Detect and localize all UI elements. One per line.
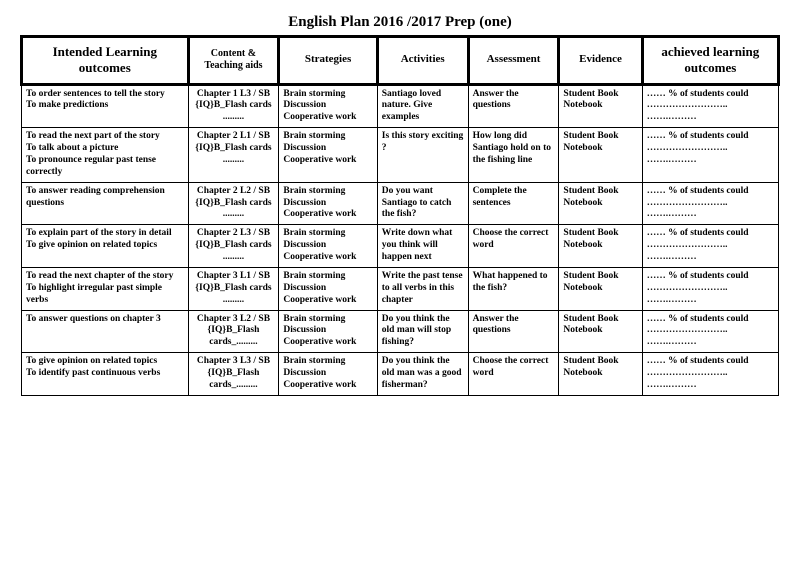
cell-strategies: Brain stormingDiscussionCooperative work [279,225,377,268]
cell-activities: Do you want Santiago to catch the fish? [377,182,468,225]
cell-evidence: Student BookNotebook [559,225,642,268]
header-assessment: Assessment [468,37,559,85]
cell-assessment: What happened to the fish? [468,267,559,310]
cell-activities: Santiago loved nature. Give examples [377,84,468,128]
cell-assessment: Choose the correct word [468,225,559,268]
table-row: To order sentences to tell the storyTo m… [22,84,779,128]
cell-content: Chapter 2 L2 / SB{IQ}B_Flash cards .....… [188,182,279,225]
cell-ilo: To answer reading comprehension question… [22,182,189,225]
cell-achieved: …… % of students could …………………….. …….……… [642,225,778,268]
cell-achieved: …… % of students could …………………….. …….……… [642,267,778,310]
cell-evidence: Student BookNotebook [559,310,642,353]
cell-achieved: …… % of students could …………………….. …….……… [642,128,778,183]
cell-content: Chapter 3 L2 / SB{IQ}B_Flash cards_.....… [188,310,279,353]
cell-ilo: To answer questions on chapter 3 [22,310,189,353]
cell-content: Chapter 3 L1 / SB{IQ}B_Flash cards .....… [188,267,279,310]
cell-evidence: Student BookNotebook [559,84,642,128]
header-activities: Activities [377,37,468,85]
table-row: To read the next chapter of the storyTo … [22,267,779,310]
page-title: English Plan 2016 /2017 Prep (one) [20,14,780,31]
cell-activities: Do you think the old man was a good fish… [377,353,468,396]
cell-activities: Write down what you think will happen ne… [377,225,468,268]
cell-achieved: …… % of students could …………………….. …….……… [642,310,778,353]
cell-ilo: To explain part of the story in detailTo… [22,225,189,268]
cell-evidence: Student BookNotebook [559,128,642,183]
header-content: Content & Teaching aids [188,37,279,85]
cell-assessment: Answer the questions [468,84,559,128]
cell-strategies: Brain stormingDiscussionCooperative work [279,128,377,183]
cell-ilo: To read the next chapter of the storyTo … [22,267,189,310]
cell-activities: Is this story exciting ? [377,128,468,183]
cell-content: Chapter 3 L3 / SB{IQ}B_Flash cards_.....… [188,353,279,396]
cell-evidence: Student BookNotebook [559,267,642,310]
header-row: Intended Learning outcomes Content & Tea… [22,37,779,85]
cell-evidence: Student BookNotebook [559,353,642,396]
cell-assessment: Answer the questions [468,310,559,353]
cell-activities: Write the past tense to all verbs in thi… [377,267,468,310]
cell-achieved: …… % of students could …………………….. …….……… [642,182,778,225]
cell-strategies: Brain stormingDiscussionCooperative work [279,310,377,353]
table-row: To answer reading comprehension question… [22,182,779,225]
cell-activities: Do you think the old man will stop fishi… [377,310,468,353]
lesson-plan-table: Intended Learning outcomes Content & Tea… [20,35,780,396]
header-ilo: Intended Learning outcomes [22,37,189,85]
cell-content: Chapter 2 L3 / SB{IQ}B_Flash cards .....… [188,225,279,268]
cell-content: Chapter 1 L3 / SB{IQ}B_Flash cards .....… [188,84,279,128]
cell-achieved: …… % of students could …………………….. …….……… [642,84,778,128]
cell-strategies: Brain stormingDiscussionCooperative work [279,84,377,128]
header-evidence: Evidence [559,37,642,85]
cell-content: Chapter 2 L1 / SB{IQ}B_Flash cards .....… [188,128,279,183]
cell-achieved: …… % of students could …………………….. …….……… [642,353,778,396]
table-body: To order sentences to tell the storyTo m… [22,84,779,395]
table-row: To explain part of the story in detailTo… [22,225,779,268]
cell-ilo: To give opinion on related topicsTo iden… [22,353,189,396]
table-row: To read the next part of the storyTo tal… [22,128,779,183]
cell-assessment: Complete the sentences [468,182,559,225]
cell-strategies: Brain stormingDiscussionCooperative work [279,182,377,225]
cell-ilo: To read the next part of the storyTo tal… [22,128,189,183]
cell-assessment: Choose the correct word [468,353,559,396]
table-row: To give opinion on related topicsTo iden… [22,353,779,396]
cell-assessment: How long did Santiago hold on to the fis… [468,128,559,183]
header-achieved: achieved learning outcomes [642,37,778,85]
cell-strategies: Brain stormingDiscussionCooperative work [279,353,377,396]
table-row: To answer questions on chapter 3Chapter … [22,310,779,353]
cell-strategies: Brain stormingDiscussionCooperative work [279,267,377,310]
cell-ilo: To order sentences to tell the storyTo m… [22,84,189,128]
header-strategies: Strategies [279,37,377,85]
cell-evidence: Student BookNotebook [559,182,642,225]
